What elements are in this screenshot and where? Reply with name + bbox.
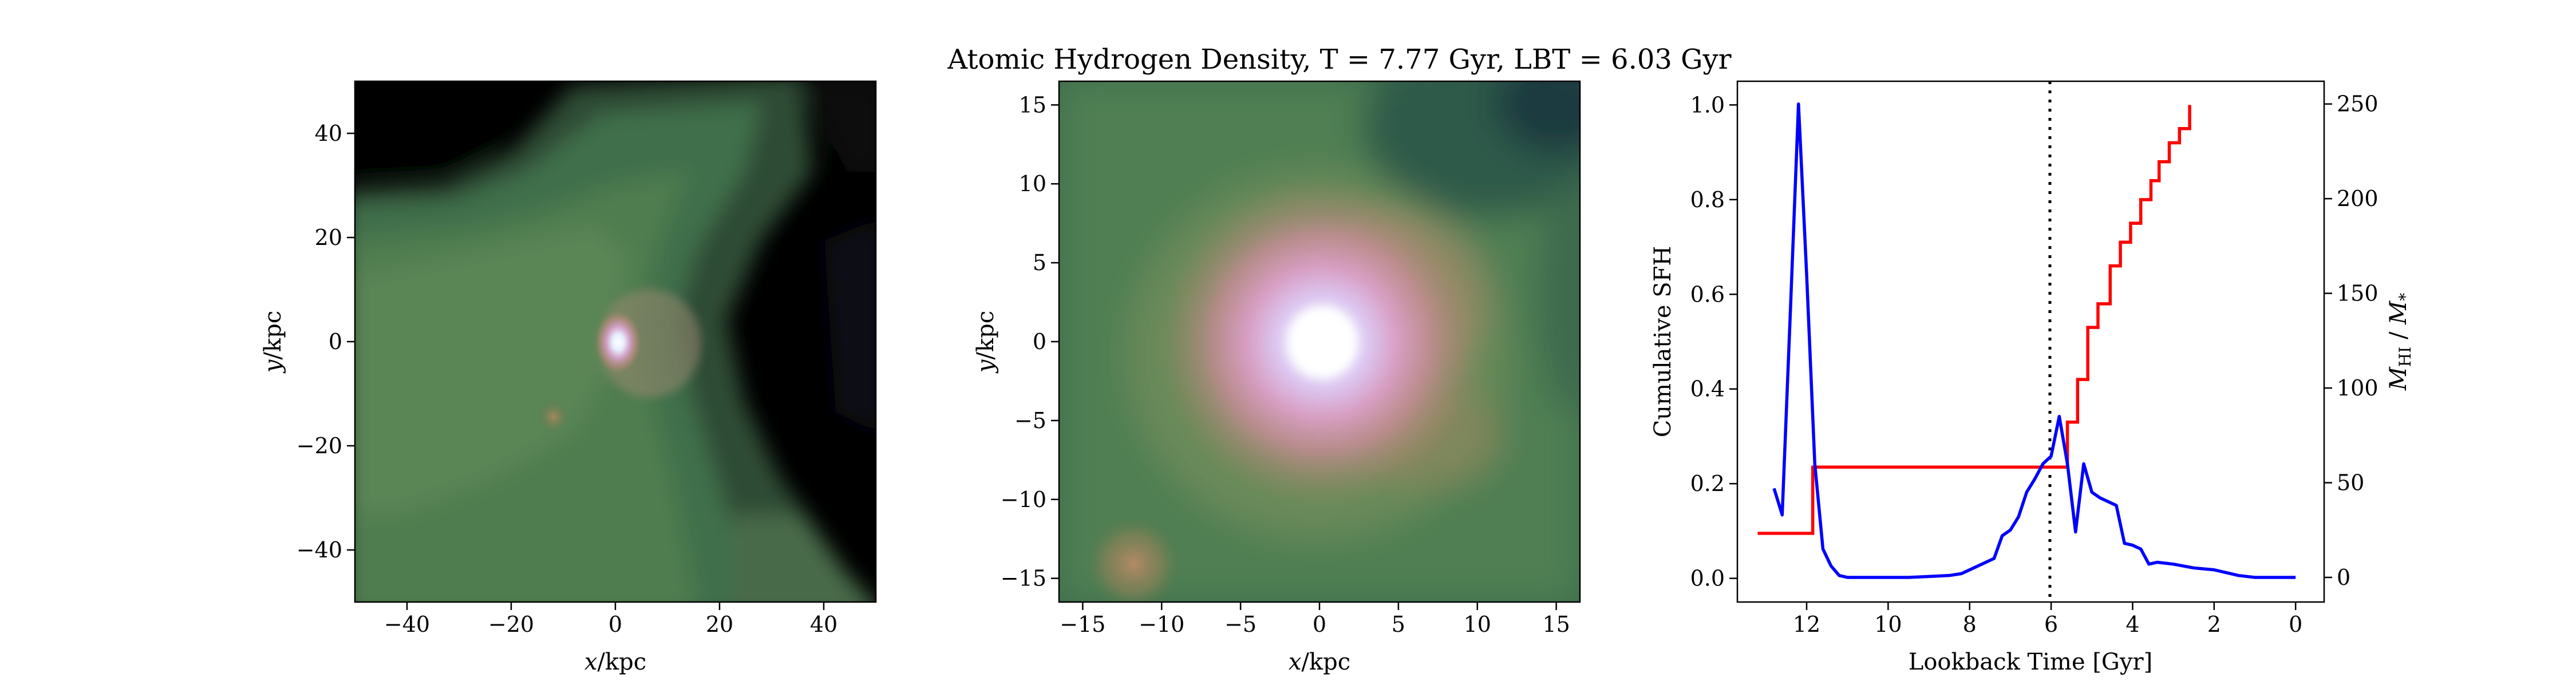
figure-title: Atomic Hydrogen Density, T = 7.77 Gyr, L… (947, 43, 1731, 76)
left-xtick-label: −40 (384, 612, 430, 637)
left-ytick-label: 0 (329, 329, 342, 354)
middle-ytick-label: 10 (1019, 171, 1046, 196)
right-left-ytick-label: 0.8 (1690, 187, 1725, 212)
middle-xtick-label: 15 (1542, 612, 1570, 637)
right-right-ytick-label: 200 (2337, 186, 2379, 211)
left-y-axis-unit: /kpc (260, 311, 286, 360)
right-xtick-label: 4 (2125, 612, 2139, 637)
right-xtick-label: 8 (1963, 612, 1977, 637)
middle-x-axis-var: x (1289, 649, 1302, 675)
left-xtick-label: 20 (706, 612, 733, 637)
middle-x-axis-label: x/kpc (1289, 649, 1350, 675)
right-xtick-label: 12 (1793, 612, 1820, 637)
right-left-y-axis: 0.0 0.2 0.4 0.6 0.8 1.0 (1690, 92, 1737, 591)
right-xtick-label: 10 (1874, 612, 1902, 637)
right-left-y-axis-label: Cumulative SFH (1650, 246, 1676, 438)
left-y-axis-label: y/kpc (260, 311, 286, 374)
right-left-ytick-label: 0.4 (1690, 377, 1725, 402)
right-right-ytick-label: 50 (2337, 470, 2364, 496)
right-axes-frame (1736, 80, 2325, 603)
cumulative-sfh-line (1757, 105, 2191, 535)
left-x-axis-label: x/kpc (584, 649, 646, 675)
left-ytick-label: −20 (297, 433, 342, 458)
middle-y-axis: −15 −10 −5 0 5 10 15 (1001, 92, 1059, 591)
right-left-ytick-label: 0.6 (1690, 282, 1725, 307)
left-ytick-label: 40 (315, 121, 342, 146)
right-sfh-chart: 12 10 8 6 4 2 0 0.0 0.2 0.4 0.6 0.8 1.0 0 50 100 150 20… (1650, 80, 2415, 675)
left-y-axis-var: y (260, 359, 286, 374)
left-ytick-label: 20 (315, 225, 342, 250)
middle-density-image (1059, 81, 1580, 602)
left-density-map: −40 −20 0 20 40 −40 −20 0 20 40 x/kpc y/kpc (260, 80, 877, 675)
middle-y-axis-label: y/kpc (973, 311, 999, 374)
left-xtick-label: −20 (488, 612, 534, 637)
middle-ytick-label: 5 (1033, 250, 1046, 275)
middle-density-map: −15 −10 −5 0 5 10 15 −15 −10 −5 0 5 10 15 x/kpc y/kp… (973, 80, 1581, 675)
right-x-axis-label: Lookback Time [Gyr] (1909, 649, 2152, 675)
middle-ytick-label: 0 (1033, 329, 1046, 354)
middle-xtick-label: −10 (1139, 612, 1184, 637)
right-xtick-label: 0 (2289, 612, 2302, 637)
right-right-y-axis: 0 50 100 150 200 250 (2324, 92, 2379, 590)
middle-x-axis-unit: /kpc (1301, 649, 1350, 675)
right-right-y-axis-label: MHI / M* (2385, 293, 2415, 391)
middle-xtick-label: −5 (1224, 612, 1257, 637)
left-xtick-label: 40 (810, 612, 837, 637)
middle-ytick-label: −15 (1001, 566, 1046, 591)
middle-xtick-label: 10 (1464, 612, 1491, 637)
right-y-label-sep: / (2385, 324, 2412, 347)
left-density-image (355, 81, 876, 602)
right-y-label-sub-star: * (2396, 293, 2415, 301)
right-y-label-sub-hi: HI (2396, 347, 2415, 367)
middle-x-axis: −15 −10 −5 0 5 10 15 (1060, 602, 1570, 637)
left-x-axis-var: x (584, 649, 598, 675)
left-x-axis-unit: /kpc (597, 649, 646, 675)
right-left-ytick-label: 1.0 (1690, 92, 1725, 117)
right-y-label-mass-star: M (2385, 300, 2412, 325)
middle-xtick-label: −15 (1060, 612, 1105, 637)
right-xtick-label: 2 (2207, 612, 2221, 637)
left-ytick-label: −40 (297, 537, 342, 563)
right-left-ytick-label: 0.0 (1690, 566, 1725, 591)
right-right-ytick-label: 100 (2337, 375, 2379, 401)
right-right-ytick-label: 0 (2337, 565, 2350, 590)
left-xtick-label: 0 (609, 612, 622, 637)
left-y-axis: −40 −20 0 20 40 (297, 121, 355, 563)
right-right-ytick-label: 150 (2337, 281, 2379, 306)
middle-ytick-label: 15 (1019, 92, 1046, 117)
hi-to-stellar-mass-ratio-line (1772, 102, 2296, 579)
middle-xtick-label: 0 (1313, 612, 1326, 637)
right-y-label-mass-hi: M (2385, 366, 2412, 391)
right-xtick-label: 6 (2044, 612, 2058, 637)
middle-y-axis-unit: /kpc (973, 311, 999, 360)
right-x-axis: 12 10 8 6 4 2 0 (1793, 602, 2302, 637)
middle-y-axis-var: y (973, 359, 999, 374)
middle-ytick-label: −10 (1001, 487, 1046, 512)
right-right-ytick-label: 250 (2337, 92, 2379, 117)
middle-xtick-label: 5 (1392, 612, 1405, 637)
right-left-ytick-label: 0.2 (1690, 471, 1725, 496)
middle-ytick-label: −5 (1014, 408, 1046, 433)
left-x-axis: −40 −20 0 20 40 (384, 602, 837, 637)
